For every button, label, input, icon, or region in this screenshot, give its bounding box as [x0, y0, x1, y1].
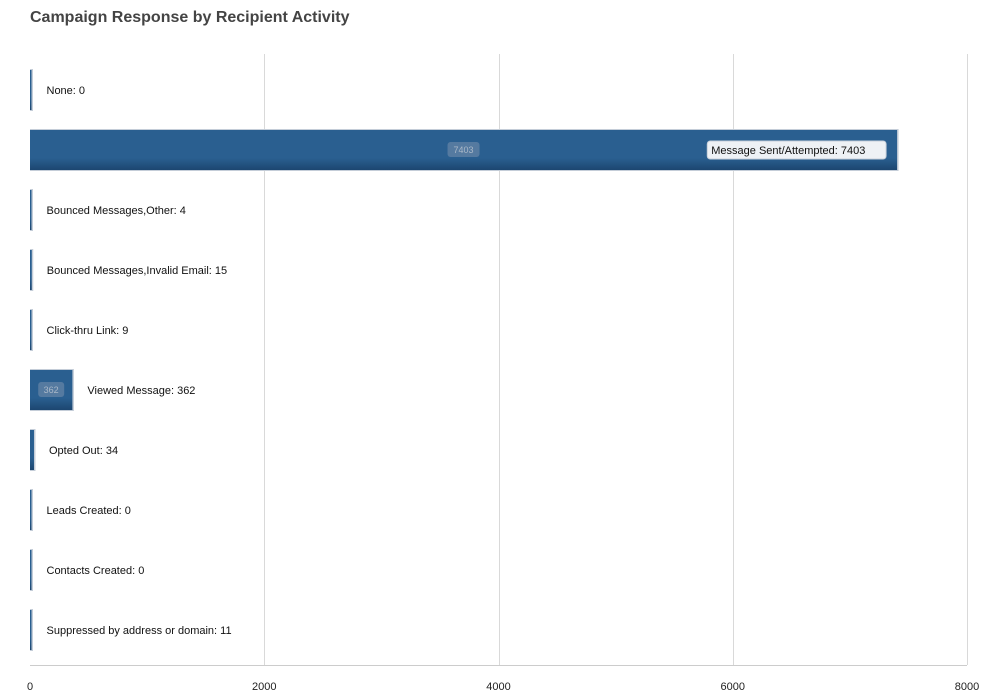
tick-layer: 0 2000 4000 6000 8000 — [27, 681, 979, 693]
bar[interactable] — [30, 430, 34, 470]
bar-data-label: None: 0 — [47, 85, 86, 97]
bar-data-label: Message Sent/Attempted: 7403 — [711, 145, 865, 157]
bar-group[interactable] — [30, 429, 36, 471]
bar-data-label: Viewed Message: 362 — [87, 385, 195, 397]
x-tick-label: 6000 — [721, 681, 745, 693]
bar-group[interactable] — [30, 549, 33, 591]
bar-data-label: Suppressed by address or domain: 11 — [47, 625, 232, 637]
bar-data-label: Opted Out: 34 — [49, 445, 118, 457]
bar[interactable] — [30, 310, 32, 350]
bar[interactable] — [30, 610, 32, 650]
bar-data-label: Leads Created: 0 — [47, 505, 131, 517]
bar-group[interactable] — [30, 489, 33, 531]
bar-group[interactable] — [30, 609, 33, 651]
bar-data-label: Bounced Messages,Invalid Email: 15 — [47, 265, 227, 277]
x-tick-label: 4000 — [486, 681, 510, 693]
bar[interactable] — [30, 550, 32, 590]
x-tick-label: 8000 — [955, 681, 979, 693]
bar[interactable] — [30, 490, 32, 530]
data-label-box — [706, 140, 887, 160]
inner-value-badge — [447, 142, 480, 157]
bar[interactable] — [30, 70, 32, 110]
label-layer: None: 0 Message Sent/Attempted: 7403 Bounc… — [47, 85, 887, 637]
bar-group[interactable] — [30, 309, 33, 351]
grid-layer — [30, 54, 968, 666]
bar[interactable] — [30, 250, 32, 290]
bar[interactable] — [30, 190, 32, 230]
bar-group[interactable] — [30, 69, 33, 111]
bar-group[interactable]: 362 — [30, 369, 74, 411]
bar-data-label: Contacts Created: 0 — [47, 565, 145, 577]
bar-group[interactable] — [30, 249, 34, 291]
x-tick-label: 2000 — [252, 681, 276, 693]
bar-data-label: Click-thru Link: 9 — [47, 325, 129, 337]
chart-title: Campaign Response by Recipient Activity — [30, 9, 350, 26]
bar-group[interactable] — [30, 189, 33, 231]
inner-value-label: 7403 — [454, 145, 474, 155]
bar-data-label: Bounced Messages,Other: 4 — [47, 205, 186, 217]
x-tick-label: 0 — [27, 681, 33, 693]
inner-value-badge — [38, 382, 65, 397]
inner-value-label: 362 — [44, 385, 59, 395]
